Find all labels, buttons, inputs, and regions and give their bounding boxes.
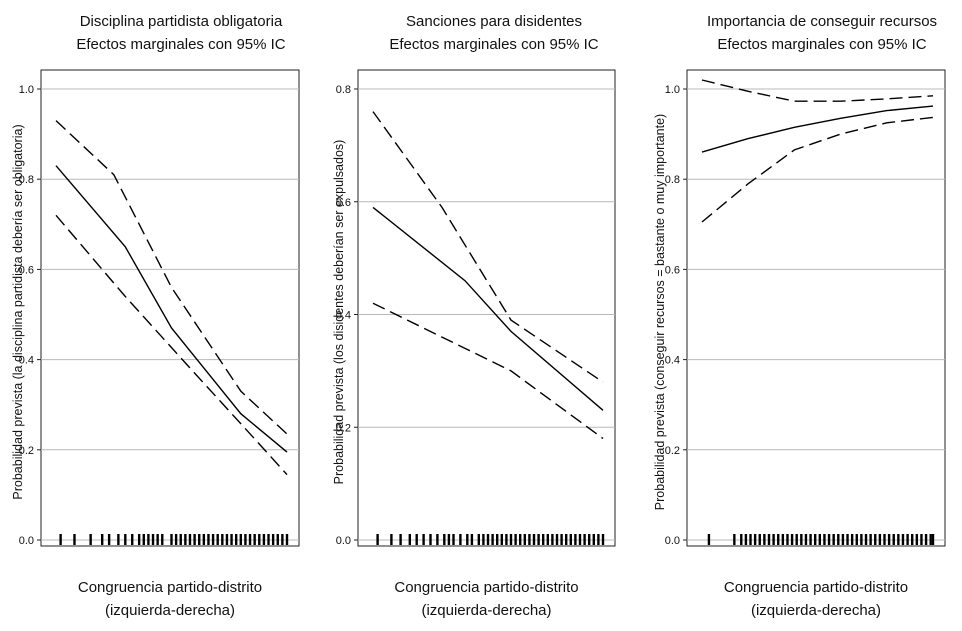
- series-line-estimate: [701, 105, 934, 153]
- x-axis-label-2: (izquierda-derecha): [751, 602, 881, 619]
- plot-frame: [40, 69, 300, 547]
- series-line-upper: [55, 120, 288, 435]
- chart-panel-2: 0.0 0.2 0.4 0.6 0.8 Sanciones para disidentes…: [332, 13, 616, 619]
- y-tick-label: 0.2: [336, 422, 351, 434]
- chart-panel-3: 0.0 0.2 0.4 0.6 0.8 1.0 Importancia de consegu…: [653, 13, 946, 619]
- x-axis-label-2: (izquierda-derecha): [421, 602, 551, 619]
- y-axis-label: Probabilidad prevista (conseguir recurso…: [653, 114, 667, 510]
- y-tick-label: 0.8: [336, 84, 351, 96]
- chart-title: Sanciones para disidentes: [406, 13, 582, 30]
- y-tick-label: 0.6: [665, 264, 680, 276]
- x-axis-label-2: (izquierda-derecha): [105, 602, 235, 619]
- y-tick-label: 0.8: [665, 174, 680, 186]
- chart-title: Importancia de conseguir recursos: [707, 13, 937, 30]
- chart-panel-1: 0.0 0.2 0.4 0.6 0.8 1.0 Disciplina partidista …: [11, 13, 300, 619]
- y-tick-label: 0.4: [665, 355, 680, 367]
- x-axis-label: Congruencia partido-distrito: [78, 579, 262, 596]
- series-line-lower: [372, 302, 604, 440]
- y-axis-label: Probabilidad prevista (los disidentes de…: [332, 140, 346, 485]
- plot-frame: [357, 69, 616, 547]
- y-tick-label: 0.4: [336, 310, 351, 322]
- x-axis-label: Congruencia partido-distrito: [724, 579, 908, 596]
- series-line-lower: [701, 116, 934, 223]
- series-line-estimate: [372, 206, 604, 411]
- y-tick-label: 1.0: [665, 84, 680, 96]
- y-tick-label: 0.8: [19, 174, 34, 186]
- y-tick-label: 0.0: [665, 535, 680, 547]
- series-line-upper: [701, 79, 934, 102]
- y-tick-label: 0.4: [19, 355, 34, 367]
- series-line-upper: [372, 111, 604, 383]
- chart-title: Disciplina partidista obligatoria: [80, 13, 283, 30]
- y-axis-label: Probabilidad prevista (la disciplina par…: [11, 124, 25, 499]
- series-line-estimate: [55, 165, 288, 453]
- y-tick-label: 0.0: [19, 535, 34, 547]
- chart-subtitle: Efectos marginales con 95% IC: [389, 36, 598, 53]
- x-axis-label: Congruencia partido-distrito: [394, 579, 578, 596]
- chart-subtitle: Efectos marginales con 95% IC: [717, 36, 926, 53]
- chart-subtitle: Efectos marginales con 95% IC: [76, 36, 285, 53]
- y-tick-label: 0.2: [19, 445, 34, 457]
- y-tick-label: 0.2: [665, 445, 680, 457]
- series-line-lower: [55, 214, 288, 476]
- y-tick-label: 1.0: [19, 84, 34, 96]
- y-tick-label: 0.6: [19, 264, 34, 276]
- y-tick-label: 0.6: [336, 197, 351, 209]
- y-tick-label: 0.0: [336, 535, 351, 547]
- plot-frame: [686, 69, 946, 547]
